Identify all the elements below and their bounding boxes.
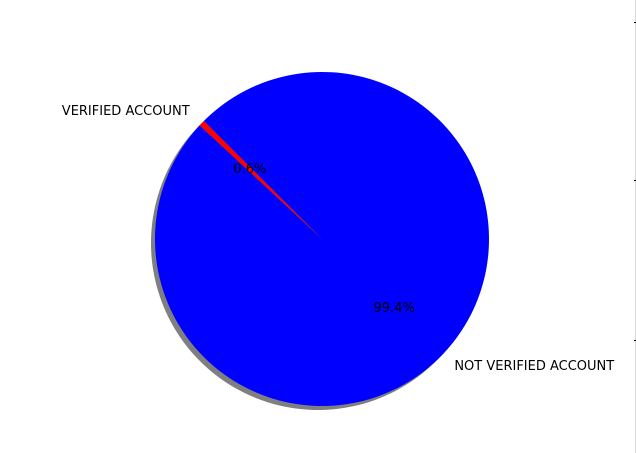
right-edge-tick xyxy=(634,180,636,181)
right-edge-tick xyxy=(634,22,636,23)
category-label: VERIFIED ACCOUNT xyxy=(62,104,190,119)
pie-labels: VERIFIED ACCOUNT 0.6% NOT VERIFIED ACCOUNT… xyxy=(62,104,614,374)
percent-label: 0.6% xyxy=(233,162,266,177)
category-label: NOT VERIFIED ACCOUNT xyxy=(454,359,614,374)
percent-label: 99.4% xyxy=(374,301,415,316)
pie-slices xyxy=(154,71,489,407)
pie-slice-not-verified-account xyxy=(154,71,489,407)
right-edge-tick xyxy=(634,340,636,341)
pie-slice-verified-account xyxy=(199,120,322,239)
